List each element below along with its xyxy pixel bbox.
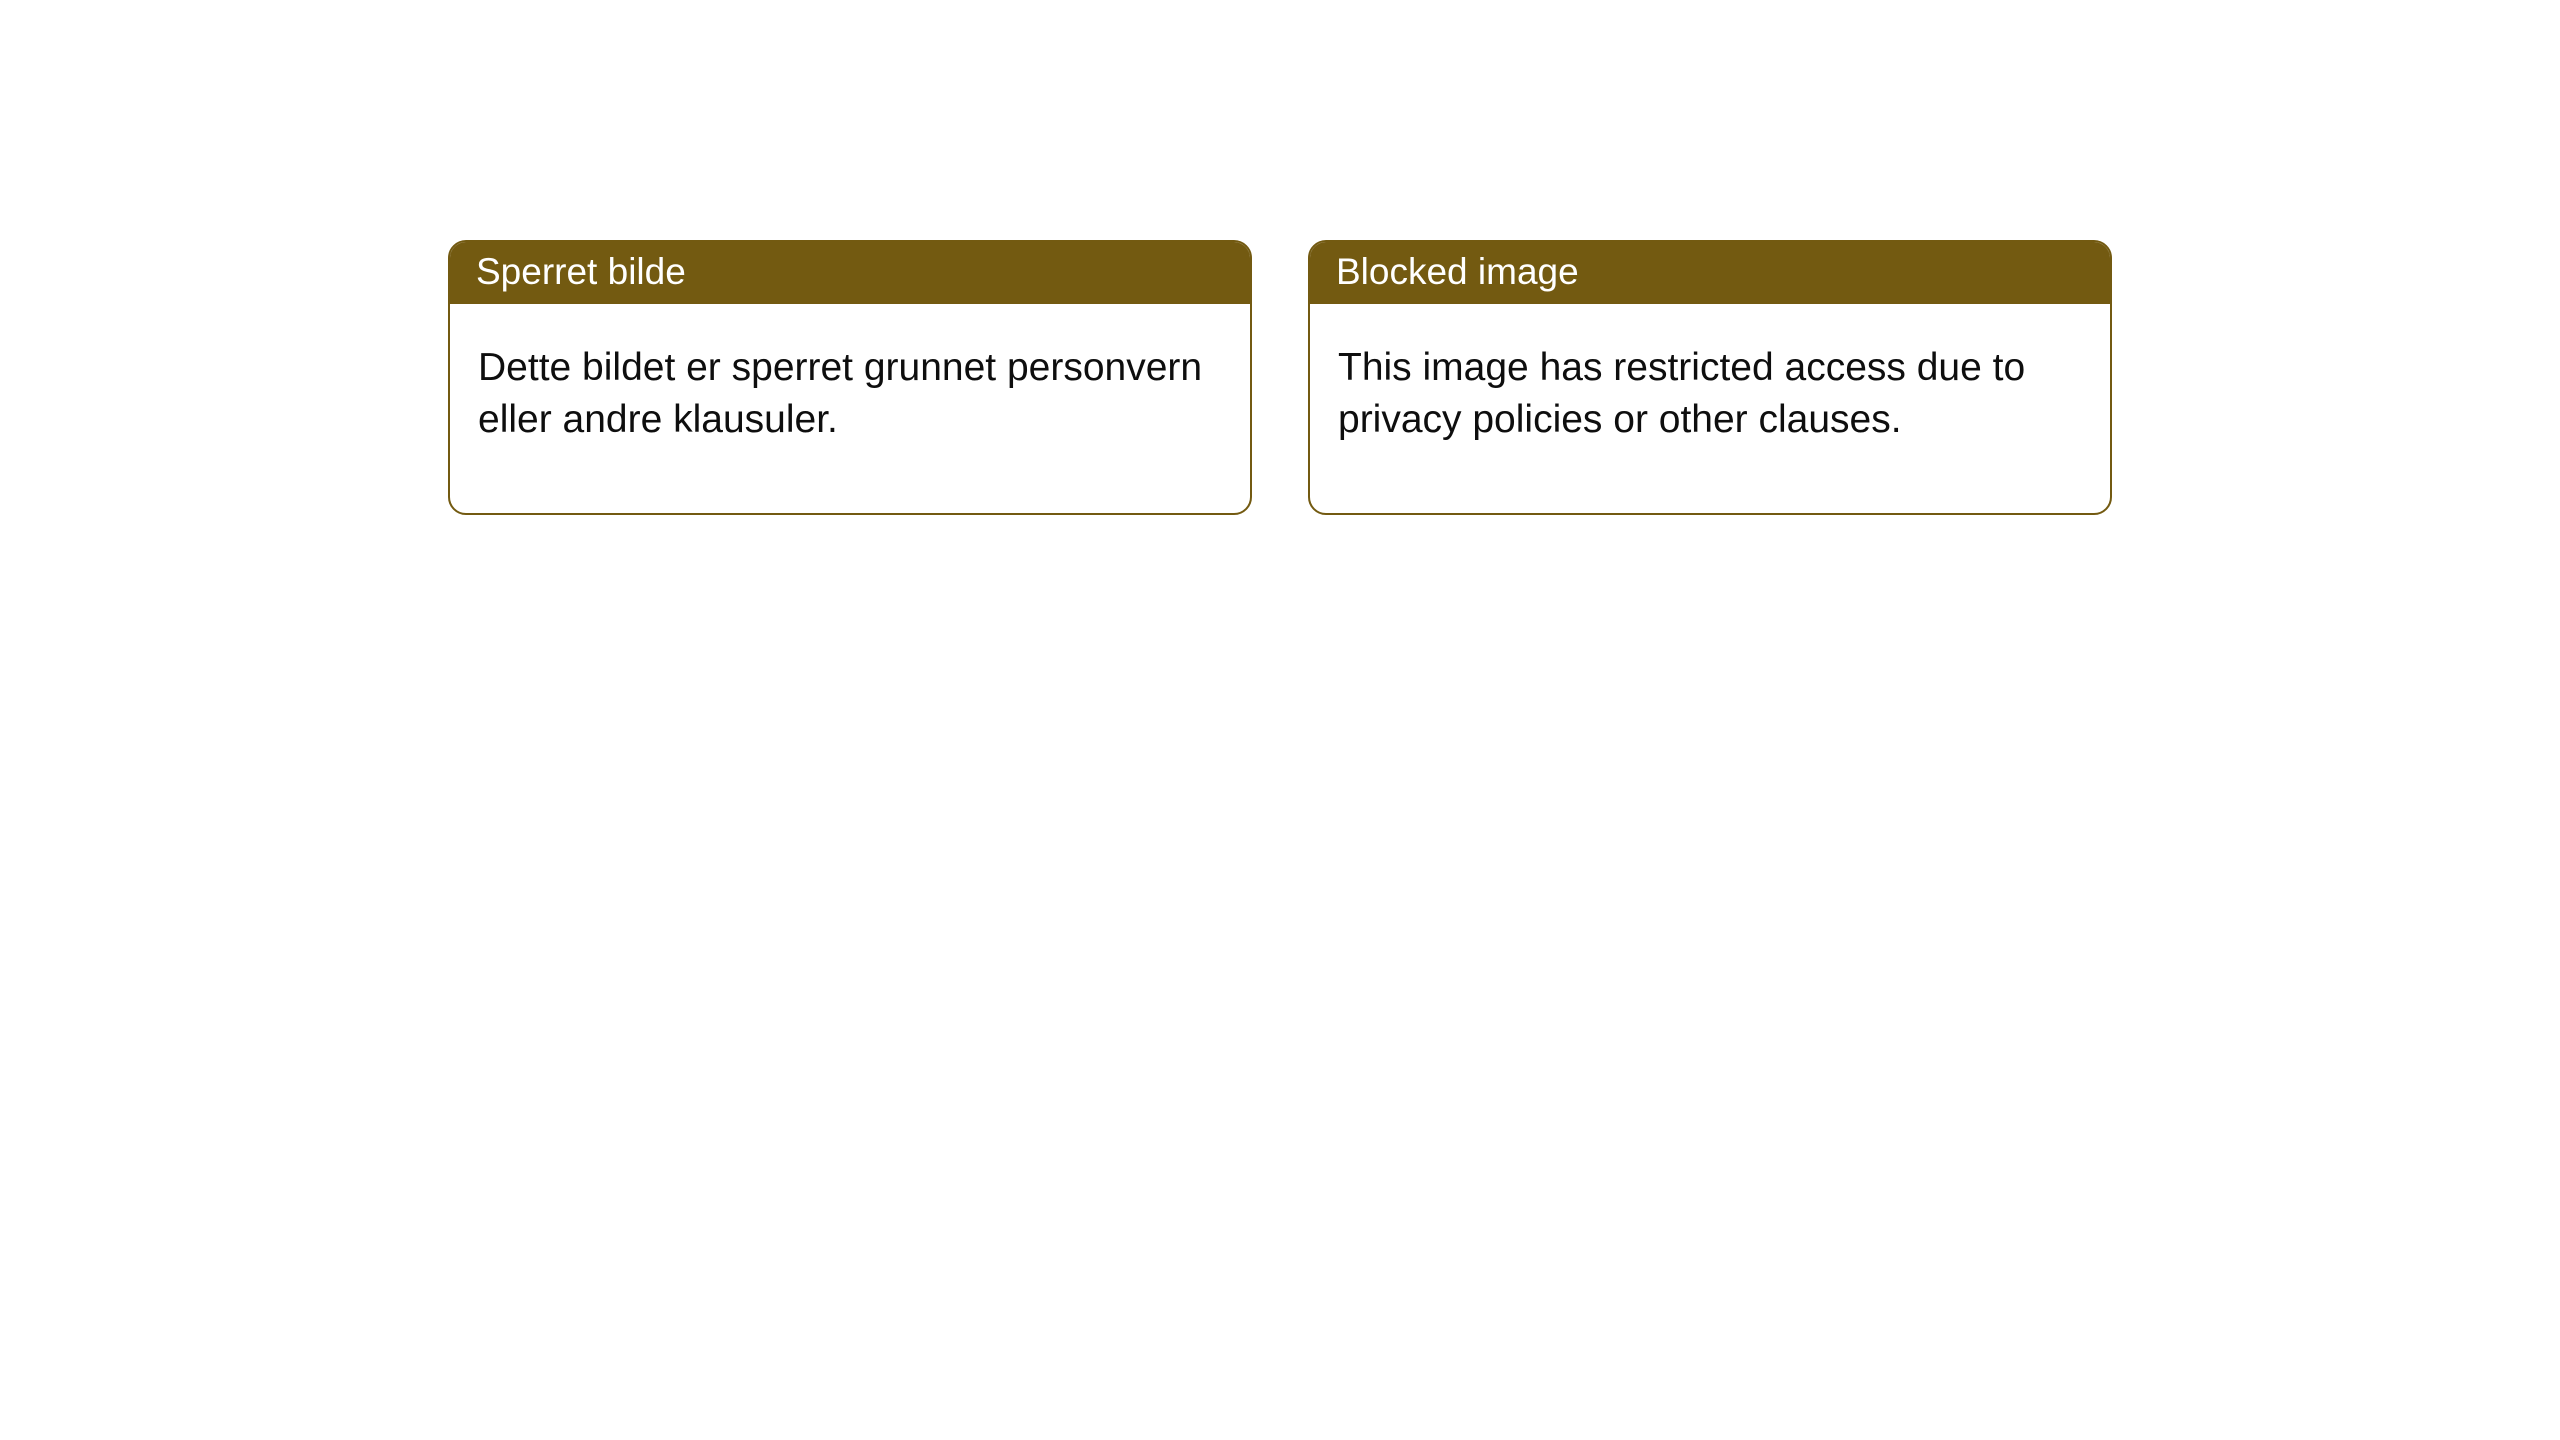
notice-card-english: Blocked image This image has restricted … — [1308, 240, 2112, 515]
notice-title: Blocked image — [1310, 242, 2110, 304]
notice-card-norwegian: Sperret bilde Dette bildet er sperret gr… — [448, 240, 1252, 515]
notice-body: Dette bildet er sperret grunnet personve… — [450, 304, 1250, 513]
notice-container: Sperret bilde Dette bildet er sperret gr… — [0, 0, 2560, 515]
notice-body: This image has restricted access due to … — [1310, 304, 2110, 513]
notice-title: Sperret bilde — [450, 242, 1250, 304]
